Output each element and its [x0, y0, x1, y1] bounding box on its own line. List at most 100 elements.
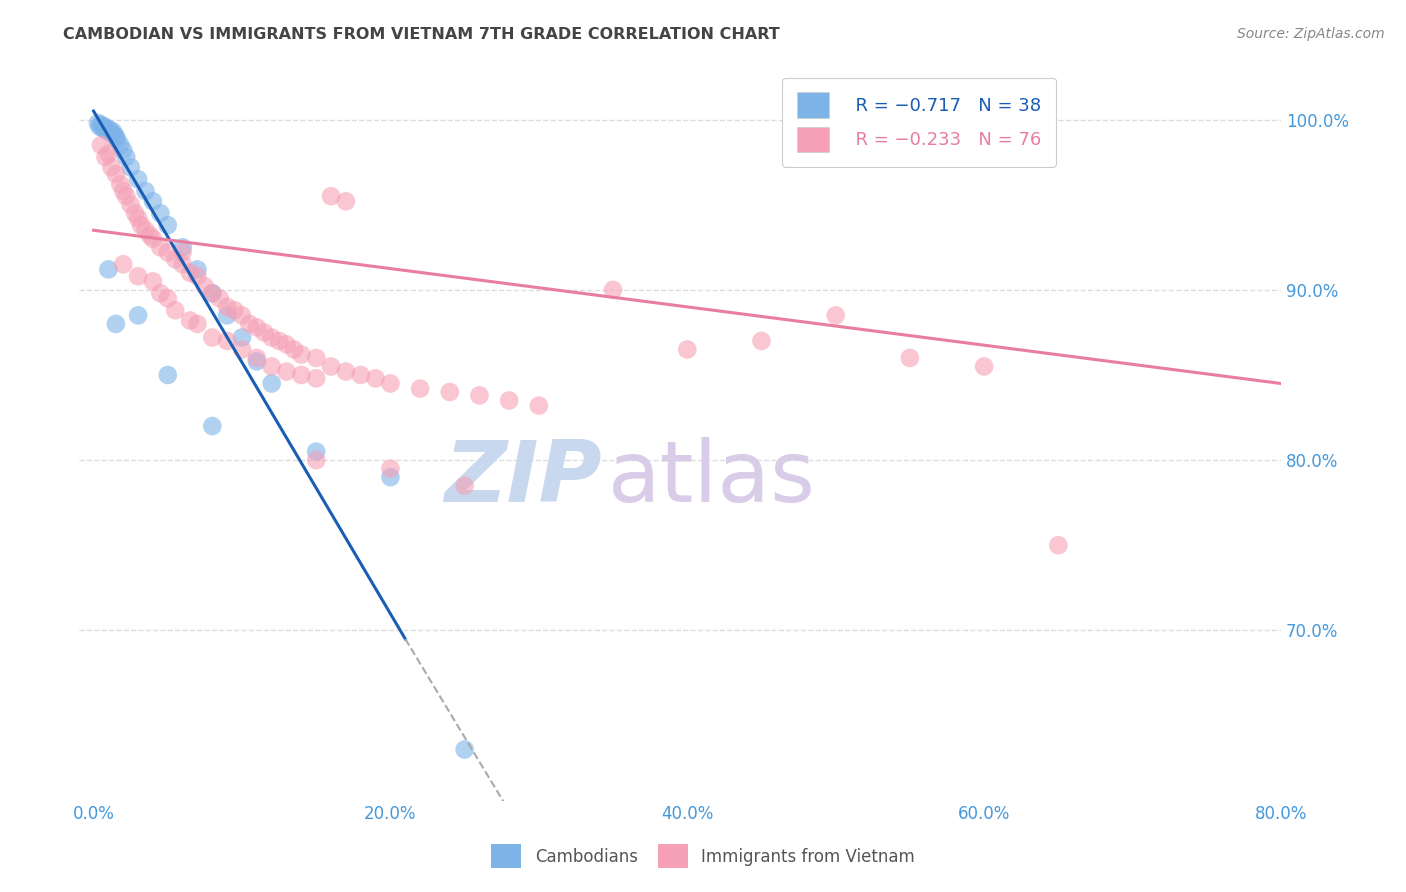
- Point: [208, 291, 231, 305]
- Point: [91, 121, 114, 136]
- Point: [156, 291, 179, 305]
- Point: [751, 334, 773, 348]
- Point: [142, 232, 165, 246]
- Point: [335, 194, 357, 209]
- Point: [246, 351, 269, 365]
- Point: [276, 337, 298, 351]
- Text: ZIP: ZIP: [444, 437, 602, 520]
- Point: [97, 146, 120, 161]
- Point: [104, 167, 127, 181]
- Point: [231, 330, 253, 344]
- Point: [120, 198, 142, 212]
- Point: [179, 313, 201, 327]
- Point: [186, 269, 208, 284]
- Point: [527, 399, 550, 413]
- Point: [350, 368, 373, 382]
- Point: [90, 138, 112, 153]
- Point: [1047, 538, 1070, 552]
- Point: [290, 368, 312, 382]
- Point: [142, 194, 165, 209]
- Point: [260, 376, 283, 391]
- Point: [283, 343, 305, 357]
- Point: [290, 347, 312, 361]
- Point: [380, 376, 402, 391]
- Point: [186, 317, 208, 331]
- Point: [253, 326, 276, 340]
- Point: [105, 133, 128, 147]
- Point: [217, 309, 239, 323]
- Point: [305, 371, 328, 385]
- Point: [380, 470, 402, 484]
- Point: [453, 742, 475, 756]
- Point: [246, 320, 269, 334]
- Point: [149, 206, 172, 220]
- Point: [201, 419, 224, 434]
- Point: [103, 128, 125, 142]
- Point: [127, 309, 149, 323]
- Point: [149, 240, 172, 254]
- Point: [319, 359, 342, 374]
- Point: [224, 303, 246, 318]
- Text: Source: ZipAtlas.com: Source: ZipAtlas.com: [1237, 27, 1385, 41]
- Point: [201, 286, 224, 301]
- Legend: Cambodians, Immigrants from Vietnam: Cambodians, Immigrants from Vietnam: [485, 838, 921, 875]
- Point: [112, 143, 135, 157]
- Text: atlas: atlas: [607, 437, 815, 520]
- Point: [100, 126, 122, 140]
- Point: [231, 309, 253, 323]
- Point: [112, 184, 135, 198]
- Point: [194, 279, 217, 293]
- Point: [468, 388, 491, 402]
- Point: [94, 123, 117, 137]
- Point: [156, 368, 179, 382]
- Point: [676, 343, 699, 357]
- Point: [127, 172, 149, 186]
- Point: [87, 116, 110, 130]
- Point: [231, 343, 253, 357]
- Point: [305, 453, 328, 467]
- Point: [110, 138, 132, 153]
- Point: [89, 120, 111, 134]
- Point: [97, 124, 120, 138]
- Point: [112, 257, 135, 271]
- Point: [97, 262, 120, 277]
- Point: [246, 354, 269, 368]
- Point: [973, 359, 995, 374]
- Point: [115, 189, 138, 203]
- Point: [149, 286, 172, 301]
- Point: [101, 124, 124, 138]
- Point: [115, 150, 138, 164]
- Point: [260, 359, 283, 374]
- Point: [98, 123, 121, 137]
- Point: [217, 334, 239, 348]
- Point: [319, 189, 342, 203]
- Point: [898, 351, 921, 365]
- Point: [201, 330, 224, 344]
- Point: [453, 478, 475, 492]
- Point: [93, 120, 115, 134]
- Point: [100, 161, 122, 175]
- Point: [276, 365, 298, 379]
- Point: [335, 365, 357, 379]
- Point: [104, 317, 127, 331]
- Point: [134, 184, 156, 198]
- Point: [156, 218, 179, 232]
- Point: [127, 211, 149, 226]
- Point: [165, 303, 187, 318]
- Point: [139, 228, 162, 243]
- Point: [124, 206, 146, 220]
- Point: [142, 274, 165, 288]
- Point: [179, 266, 201, 280]
- Point: [110, 178, 132, 192]
- Point: [104, 129, 127, 144]
- Point: [305, 444, 328, 458]
- Point: [238, 317, 260, 331]
- Point: [305, 351, 328, 365]
- Point: [165, 252, 187, 267]
- Point: [172, 257, 194, 271]
- Point: [380, 461, 402, 475]
- Point: [94, 150, 117, 164]
- Point: [439, 384, 461, 399]
- Point: [260, 330, 283, 344]
- Point: [201, 286, 224, 301]
